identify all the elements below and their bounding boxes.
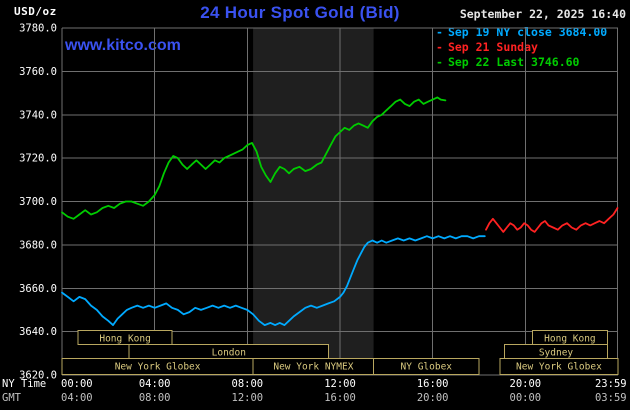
y-axis-tick-label: 3720.0 [19,153,57,165]
legend-line-marker: - [436,25,443,39]
x-axis-gmt-time-label: 08:00 [139,392,171,404]
market-session-label: NY Globex [401,362,453,373]
chart-title: 24 Hour Spot Gold (Bid) [200,3,400,22]
legend-line-marker: - [436,55,443,69]
x-axis-gmt-time-label: 20:00 [417,392,449,404]
y-axis-tick-label: 3620.0 [19,370,57,382]
ny-time-row-label: NY Time [2,378,46,390]
x-axis-ny-time-label: 08:00 [232,378,264,390]
market-session-box [373,358,480,375]
market-session-label: London [212,348,246,359]
kitco-watermark-link[interactable]: www.kitco.com [65,37,181,54]
market-session-box [77,330,173,345]
x-axis-gmt-time-label: 12:00 [232,392,264,404]
y-axis-tick-label: 3760.0 [19,66,57,78]
y-axis-tick-label: 3640.0 [19,326,57,338]
market-session-label: Hong Kong [544,334,595,345]
legend-line-marker: - [436,40,443,54]
price-series-sep21 [485,207,619,233]
market-session-box [499,358,619,375]
x-axis-ny-time-label: 23:59 [595,378,627,390]
x-axis-gmt-time-label: 16:00 [324,392,356,404]
y-axis-tick-label: 3780.0 [19,23,57,35]
legend-label: Sep 22 Last 3746.60 [447,55,580,69]
x-axis-ny-time-label: 00:00 [61,378,93,390]
x-axis-gmt-time-label: 03:59 [595,392,627,404]
gmt-row-label: GMT [2,392,22,404]
y-axis-tick-label: 3680.0 [19,239,57,251]
x-axis-ny-time-label: 20:00 [510,378,542,390]
y-axis-tick-label: 3740.0 [19,109,57,121]
legend-label: Sep 21 Sunday [447,40,538,54]
market-session-label: New York NYMEX [273,362,353,373]
market-session-label: New York Globex [516,362,602,373]
y-axis-units-label: USD/oz [14,5,57,18]
x-axis-gmt-time-label: 04:00 [61,392,93,404]
chart-timestamp: September 22, 2025 16:40 [459,7,626,21]
y-axis-tick-label: 3700.0 [19,196,57,208]
market-session-label: Sydney [539,348,574,359]
x-axis-ny-time-label: 04:00 [139,378,171,390]
y-axis-tick-label: 3660.0 [19,283,57,295]
price-series-sep19 [61,235,486,327]
price-series-sep22 [61,96,447,220]
legend-item-sep22: - Sep 22 Last 3746.60 [436,55,607,70]
x-axis-ny-time-label: 12:00 [324,378,356,390]
market-session-label: Hong Kong [99,334,150,345]
x-axis-ny-time-label: 16:00 [417,378,449,390]
legend-item-sep21: - Sep 21 Sunday [436,40,607,55]
market-session-label: New York Globex [115,362,201,373]
x-axis-gmt-time-label: 00:00 [510,392,542,404]
